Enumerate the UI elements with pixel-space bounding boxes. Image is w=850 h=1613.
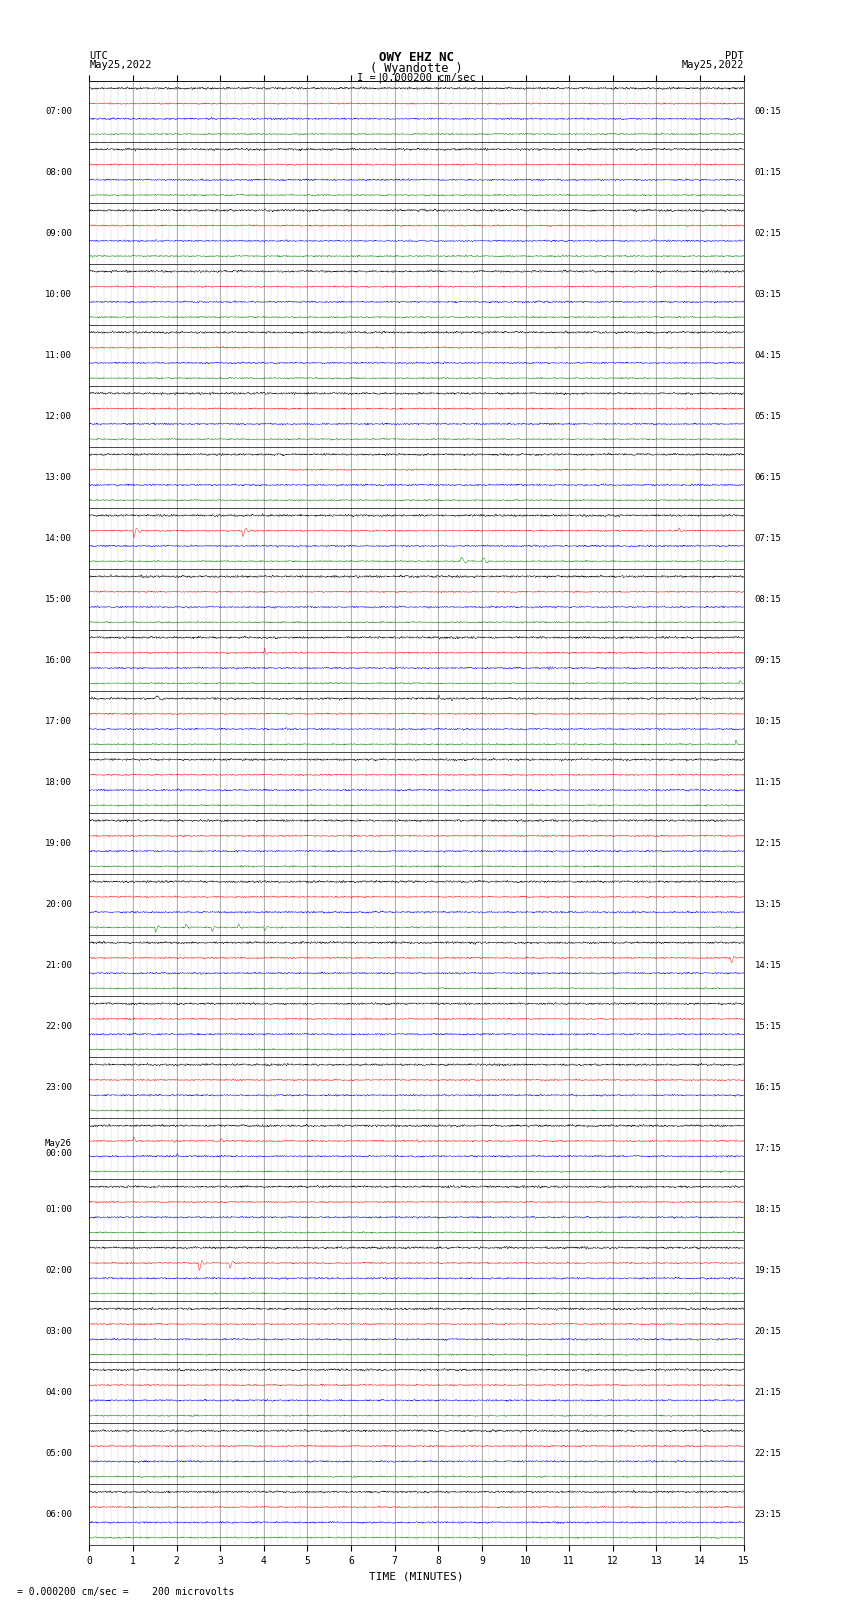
Text: 06:00: 06:00	[45, 1510, 71, 1519]
Text: 19:15: 19:15	[755, 1266, 781, 1276]
Text: 19:00: 19:00	[45, 839, 71, 848]
Text: 02:00: 02:00	[45, 1266, 71, 1276]
Text: 03:15: 03:15	[755, 290, 781, 298]
Text: 12:00: 12:00	[45, 411, 71, 421]
Text: 01:15: 01:15	[755, 168, 781, 177]
Text: 08:00: 08:00	[45, 168, 71, 177]
Text: 16:00: 16:00	[45, 656, 71, 665]
Text: 21:00: 21:00	[45, 961, 71, 969]
Text: May26
00:00: May26 00:00	[45, 1139, 71, 1158]
X-axis label: TIME (MINUTES): TIME (MINUTES)	[369, 1571, 464, 1581]
Text: 00:15: 00:15	[755, 106, 781, 116]
Text: 03:00: 03:00	[45, 1327, 71, 1336]
Text: 14:15: 14:15	[755, 961, 781, 969]
Text: 20:15: 20:15	[755, 1327, 781, 1336]
Text: 15:15: 15:15	[755, 1023, 781, 1031]
Text: 23:15: 23:15	[755, 1510, 781, 1519]
Text: 09:00: 09:00	[45, 229, 71, 237]
Text: 04:15: 04:15	[755, 350, 781, 360]
Text: 17:15: 17:15	[755, 1144, 781, 1153]
Text: 14:00: 14:00	[45, 534, 71, 544]
Text: May25,2022: May25,2022	[89, 60, 152, 69]
Text: 23:00: 23:00	[45, 1082, 71, 1092]
Text: 05:15: 05:15	[755, 411, 781, 421]
Text: 22:15: 22:15	[755, 1448, 781, 1458]
Text: 04:00: 04:00	[45, 1389, 71, 1397]
Text: 02:15: 02:15	[755, 229, 781, 237]
Text: 15:00: 15:00	[45, 595, 71, 603]
Text: 17:00: 17:00	[45, 716, 71, 726]
Text: 10:00: 10:00	[45, 290, 71, 298]
Text: I = 0.000200 cm/sec: I = 0.000200 cm/sec	[357, 73, 476, 82]
Text: 08:15: 08:15	[755, 595, 781, 603]
Text: 18:00: 18:00	[45, 777, 71, 787]
Text: 07:15: 07:15	[755, 534, 781, 544]
Text: 22:00: 22:00	[45, 1023, 71, 1031]
Text: 05:00: 05:00	[45, 1448, 71, 1458]
Text: 01:00: 01:00	[45, 1205, 71, 1215]
Text: UTC: UTC	[89, 50, 108, 61]
Text: |: |	[376, 73, 382, 84]
Text: ( Wyandotte ): ( Wyandotte )	[371, 63, 462, 76]
Text: 10:15: 10:15	[755, 716, 781, 726]
Text: OWY EHZ NC: OWY EHZ NC	[379, 50, 454, 65]
Text: = 0.000200 cm/sec =    200 microvolts: = 0.000200 cm/sec = 200 microvolts	[17, 1587, 235, 1597]
Text: 18:15: 18:15	[755, 1205, 781, 1215]
Text: 11:00: 11:00	[45, 350, 71, 360]
Text: 12:15: 12:15	[755, 839, 781, 848]
Text: 16:15: 16:15	[755, 1082, 781, 1092]
Text: 09:15: 09:15	[755, 656, 781, 665]
Text: May25,2022: May25,2022	[681, 60, 744, 69]
Text: 11:15: 11:15	[755, 777, 781, 787]
Text: 20:00: 20:00	[45, 900, 71, 910]
Text: 13:00: 13:00	[45, 473, 71, 482]
Text: 06:15: 06:15	[755, 473, 781, 482]
Text: PDT: PDT	[725, 50, 744, 61]
Text: 21:15: 21:15	[755, 1389, 781, 1397]
Text: 07:00: 07:00	[45, 106, 71, 116]
Text: 13:15: 13:15	[755, 900, 781, 910]
